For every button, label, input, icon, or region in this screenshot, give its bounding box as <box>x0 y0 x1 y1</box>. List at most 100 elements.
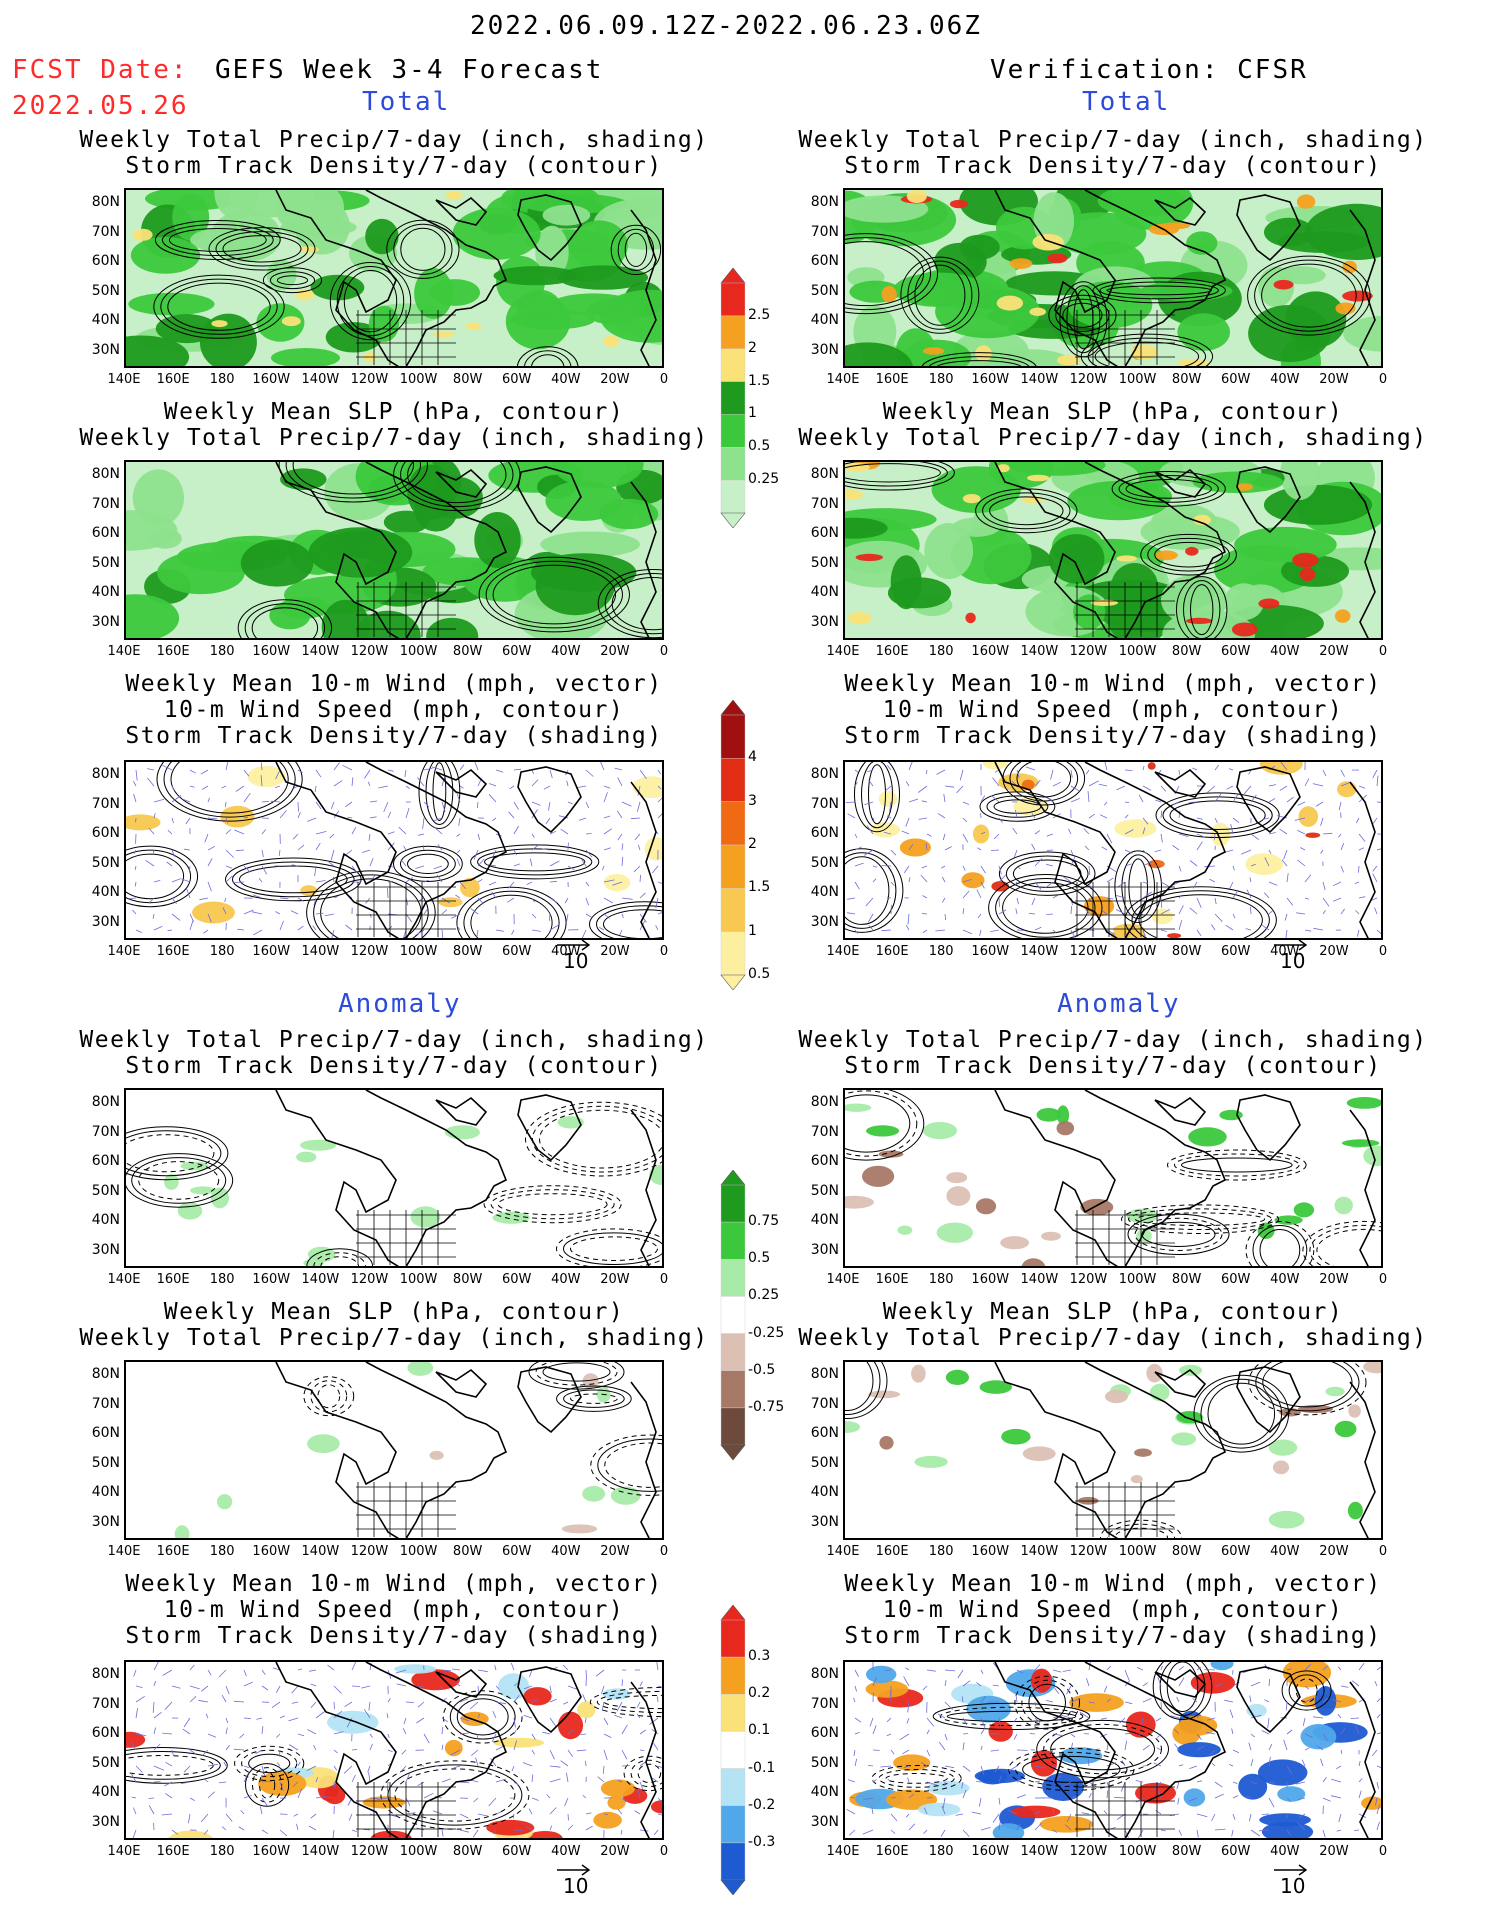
lon-tick-label: 120W <box>350 372 389 387</box>
lon-tick-label: 60W <box>502 372 532 387</box>
lat-tick-label: 40N <box>810 584 839 600</box>
lat-tick-label: 70N <box>91 223 120 240</box>
colorbar-storm-anom <box>720 1605 746 1895</box>
lon-tick-label: 20W <box>1319 1272 1349 1287</box>
lat-tick-label: 80N <box>91 194 120 210</box>
lon-tick-label: 120W <box>350 944 389 959</box>
lon-tick-label: 0 <box>1378 372 1388 387</box>
lat-tick-label: 70N <box>91 1395 120 1412</box>
lon-tick-label: 160W <box>252 1844 291 1859</box>
lon-tick-label: 40W <box>551 1844 581 1859</box>
lat-tick-label: 70N <box>810 223 839 240</box>
section-anomaly-right: Anomaly <box>1057 989 1181 1019</box>
fcst-date-value: 2022.05.26 <box>12 91 189 121</box>
lon-tick-label: 60W <box>502 1272 532 1287</box>
lon-tick-label: 100W <box>399 372 438 387</box>
lat-tick-label: 50N <box>91 554 120 571</box>
map-panel-r2-c1 <box>124 460 664 640</box>
lat-tick-label: 30N <box>91 1513 120 1530</box>
panel-title-r2-c2-line2: Weekly Total Precip/7-day (inch, shading… <box>798 425 1428 451</box>
lon-tick-label: 140E <box>826 372 860 387</box>
lat-tick-label: 80N <box>91 1094 120 1110</box>
lon-tick-label: 60W <box>1221 1544 1251 1559</box>
lat-tick-label: 60N <box>810 825 839 841</box>
lon-tick-label: 80W <box>452 372 483 387</box>
lon-tick-label: 160E <box>156 644 190 659</box>
section-total-left: Total <box>362 87 451 117</box>
colorbar-tick-label: -0.2 <box>748 1796 776 1813</box>
colorbar-tick-label: 0.1 <box>748 1722 771 1739</box>
lon-tick-label: 40W <box>551 644 581 659</box>
lon-tick-label: 140E <box>826 1844 860 1859</box>
lon-tick-label: 100W <box>399 644 438 659</box>
lat-tick-label: 30N <box>810 613 839 630</box>
lon-tick-label: 160E <box>156 1544 190 1559</box>
map-panel-r4-c2 <box>843 1088 1383 1268</box>
lon-tick-label: 20W <box>600 372 630 387</box>
lon-tick-label: 180 <box>928 1844 954 1859</box>
lat-tick-label: 70N <box>91 495 120 512</box>
lon-tick-label: 20W <box>600 1844 630 1859</box>
lon-tick-label: 160W <box>252 944 291 959</box>
lon-tick-label: 40W <box>551 1544 581 1559</box>
lon-tick-label: 40W <box>551 1272 581 1287</box>
panel-title-r1-c2-line2: Storm Track Density/7-day (contour) <box>844 153 1382 179</box>
lon-tick-label: 60W <box>1221 1844 1251 1859</box>
lat-tick-label: 70N <box>810 495 839 512</box>
forecast-column-title: GEFS Week 3-4 Forecast <box>215 55 604 85</box>
lat-tick-label: 60N <box>91 253 120 269</box>
lat-tick-label: 30N <box>91 613 120 630</box>
lon-tick-label: 120W <box>350 1272 389 1287</box>
lat-tick-label: 60N <box>810 253 839 269</box>
section-anomaly-left: Anomaly <box>338 989 462 1019</box>
lon-tick-label: 80W <box>1171 644 1202 659</box>
lat-tick-label: 80N <box>810 766 839 782</box>
lon-tick-label: 160E <box>875 644 909 659</box>
lat-tick-label: 70N <box>91 1695 120 1712</box>
lon-tick-label: 160E <box>875 944 909 959</box>
lon-tick-label: 140W <box>1020 644 1059 659</box>
lon-tick-label: 80W <box>1171 944 1202 959</box>
lon-tick-label: 40W <box>1270 372 1300 387</box>
colorbar-tick-label: 0.5 <box>748 438 771 455</box>
lon-tick-label: 160W <box>252 1544 291 1559</box>
lon-tick-label: 0 <box>1378 1544 1388 1559</box>
lon-tick-label: 60W <box>502 1544 532 1559</box>
lat-tick-label: 30N <box>810 913 839 930</box>
lon-tick-label: 140E <box>107 944 141 959</box>
lat-tick-label: 80N <box>810 466 839 482</box>
lon-tick-label: 160W <box>971 1844 1010 1859</box>
lon-tick-label: 60W <box>502 1844 532 1859</box>
lon-tick-label: 100W <box>1118 1844 1157 1859</box>
lat-tick-label: 70N <box>810 1695 839 1712</box>
panel-title-r1-c1-line1: Weekly Total Precip/7-day (inch, shading… <box>79 127 709 153</box>
lon-tick-label: 140W <box>1020 1544 1059 1559</box>
lon-tick-label: 140W <box>1020 372 1059 387</box>
lon-tick-label: 20W <box>1319 372 1349 387</box>
lon-tick-label: 120W <box>1069 1272 1108 1287</box>
lat-tick-label: 40N <box>810 1212 839 1228</box>
panel-title-r2-c2-line1: Weekly Mean SLP (hPa, contour) <box>882 399 1344 425</box>
lon-tick-label: 140E <box>826 1272 860 1287</box>
lon-tick-label: 80W <box>452 1544 483 1559</box>
lon-tick-label: 160E <box>156 1272 190 1287</box>
lon-tick-label: 40W <box>1270 1844 1300 1859</box>
lon-tick-label: 160W <box>971 372 1010 387</box>
colorbar-tick-label: 3 <box>748 792 757 809</box>
lon-tick-label: 0 <box>659 1544 669 1559</box>
lat-tick-label: 40N <box>91 884 120 900</box>
vector-reference: 10 <box>1272 1862 1312 1898</box>
lon-tick-label: 140W <box>301 644 340 659</box>
lon-tick-label: 100W <box>399 1844 438 1859</box>
lon-tick-label: 80W <box>452 1272 483 1287</box>
lon-tick-label: 0 <box>1378 644 1388 659</box>
lon-tick-label: 140E <box>107 644 141 659</box>
lat-tick-label: 50N <box>91 1182 120 1199</box>
lon-tick-label: 0 <box>659 944 669 959</box>
lon-tick-label: 40W <box>1270 944 1300 959</box>
lat-tick-label: 60N <box>91 1425 120 1441</box>
lon-tick-label: 160E <box>875 1272 909 1287</box>
lon-tick-label: 120W <box>1069 1544 1108 1559</box>
lon-tick-label: 20W <box>1319 1844 1349 1859</box>
lon-tick-label: 160W <box>252 1272 291 1287</box>
